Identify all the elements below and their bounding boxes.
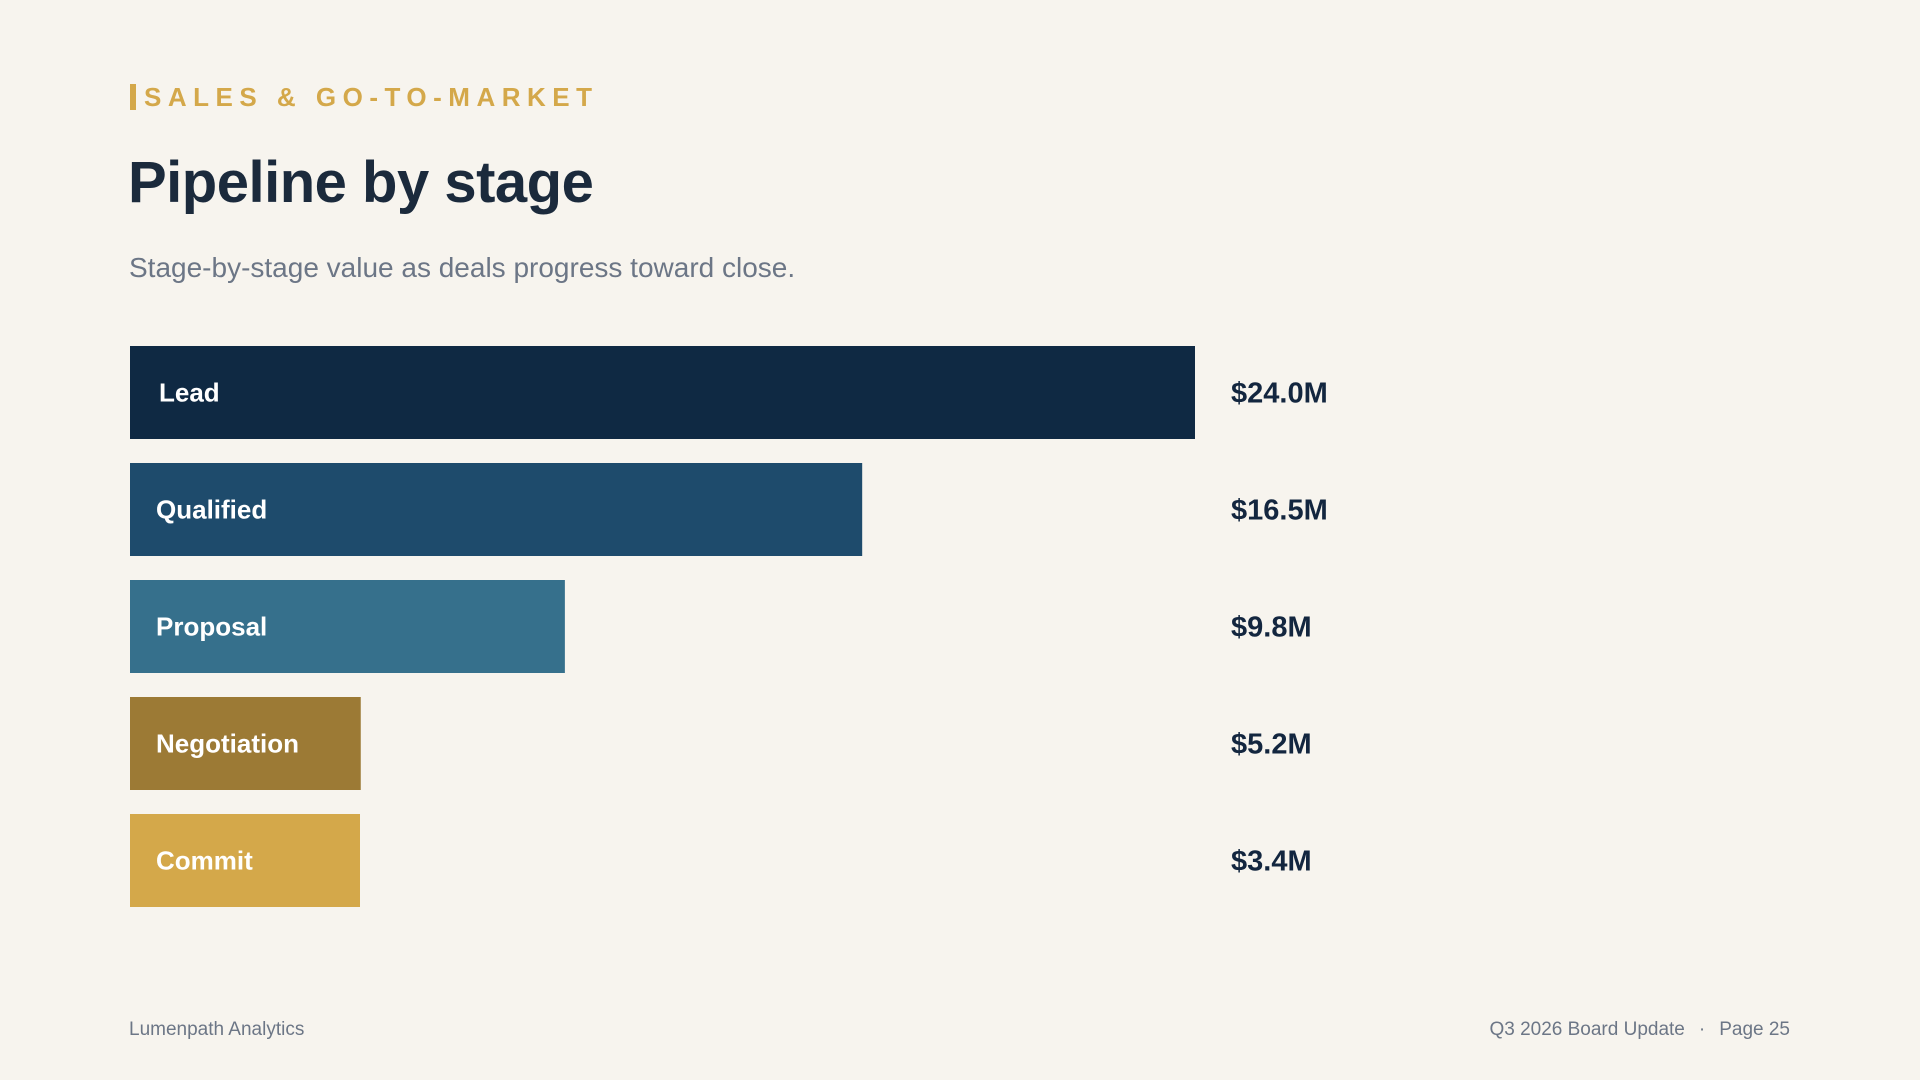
footer-separator: · [1698, 1019, 1706, 1040]
value-label-lead: $24.0M [1231, 378, 1328, 410]
value-label-commit: $3.4M [1231, 846, 1312, 878]
page-subtitle: Stage-by-stage value as deals progress t… [129, 252, 796, 283]
bar-qualified [130, 463, 863, 556]
footer-deck-title: Q3 2026 Board Update [1489, 1019, 1685, 1040]
eyebrow-label: SALES & GO-TO-MARKET [144, 82, 599, 112]
bar-negotiation [130, 697, 361, 790]
value-label-negotiation: $5.2M [1231, 729, 1312, 761]
footer-page-number: Page 25 [1719, 1019, 1790, 1040]
value-label-proposal: $9.8M [1231, 612, 1312, 644]
footer-company: Lumenpath Analytics [129, 1019, 305, 1040]
bar-lead [130, 346, 1195, 439]
value-label-qualified: $16.5M [1231, 495, 1328, 527]
bar-commit [130, 814, 360, 907]
bar-label-lead: Lead [159, 378, 220, 408]
eyebrow-accent-bar [130, 84, 136, 110]
bar-label-proposal: Proposal [156, 612, 267, 642]
section-eyebrow: SALES & GO-TO-MARKET [130, 83, 599, 111]
footer-meta: Q3 2026 Board Update · Page 25 [1489, 1018, 1790, 1042]
bar-label-negotiation: Negotiation [156, 729, 299, 759]
bar-label-commit: Commit [156, 846, 253, 876]
page-title: Pipeline by stage [128, 150, 594, 215]
bar-proposal [130, 580, 565, 673]
bar-label-qualified: Qualified [156, 495, 267, 525]
